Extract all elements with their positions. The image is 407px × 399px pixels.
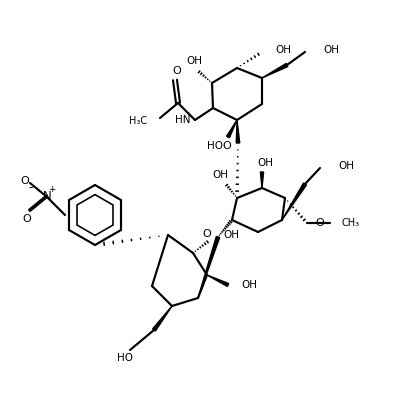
- Polygon shape: [198, 237, 220, 298]
- Text: OH: OH: [257, 158, 273, 168]
- Text: O: O: [315, 218, 324, 228]
- Polygon shape: [153, 306, 172, 331]
- Text: HO: HO: [117, 353, 133, 363]
- Text: O: O: [23, 214, 31, 224]
- Text: -: -: [29, 182, 33, 194]
- Polygon shape: [207, 275, 229, 286]
- Text: OH: OH: [338, 161, 354, 171]
- Polygon shape: [260, 172, 264, 188]
- Text: N: N: [43, 190, 51, 203]
- Polygon shape: [282, 183, 306, 220]
- Text: CH₃: CH₃: [342, 218, 360, 228]
- Text: HO: HO: [207, 141, 223, 151]
- Polygon shape: [262, 63, 288, 78]
- Text: +: +: [48, 186, 56, 194]
- Text: OH: OH: [186, 56, 202, 66]
- Text: O: O: [173, 66, 182, 76]
- Polygon shape: [236, 120, 240, 143]
- Text: OH: OH: [275, 45, 291, 55]
- Text: HN: HN: [175, 115, 190, 125]
- Text: OH: OH: [323, 45, 339, 55]
- Text: O: O: [21, 176, 29, 186]
- Polygon shape: [227, 120, 237, 138]
- Text: OH: OH: [212, 170, 228, 180]
- Text: O: O: [202, 229, 211, 239]
- Text: H₃C: H₃C: [129, 116, 147, 126]
- Text: OH: OH: [223, 230, 239, 240]
- Text: OH: OH: [241, 280, 257, 290]
- Text: O: O: [222, 141, 231, 151]
